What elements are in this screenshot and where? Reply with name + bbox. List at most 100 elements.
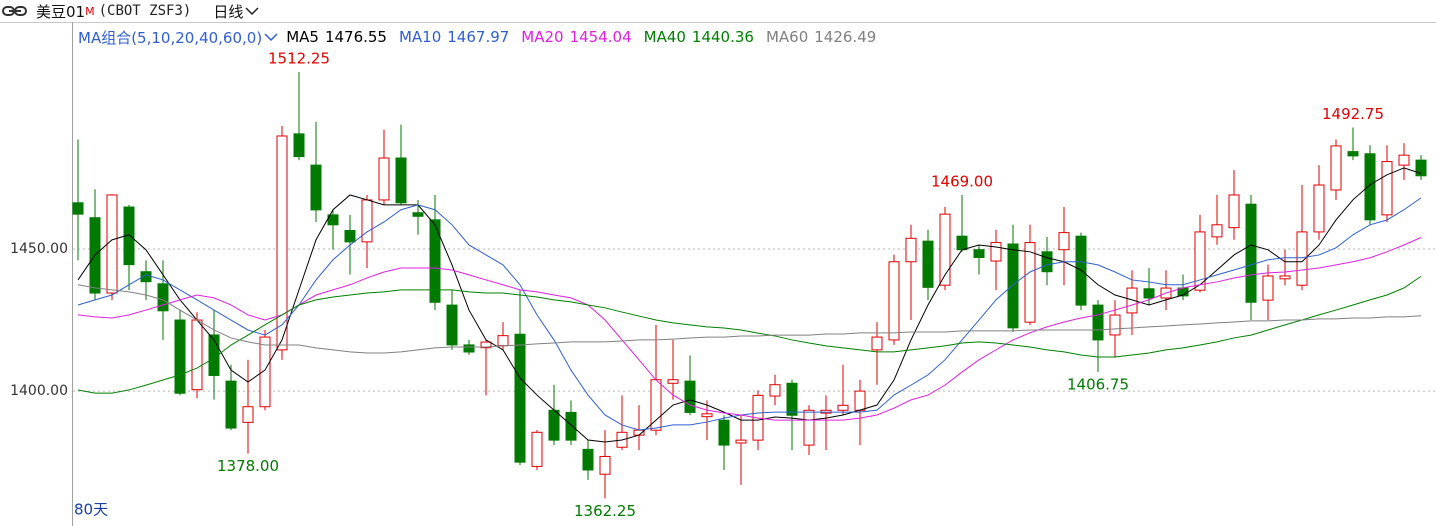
candle-body [1313,184,1325,233]
legend-name: MA10 [398,28,442,46]
legend-value: 1467.97 [447,28,510,46]
candle-body [412,212,424,217]
legend-entry: MA5 1476.55 [286,28,387,46]
candle-body [1245,203,1257,303]
candle-body [956,235,968,251]
candle-body [939,213,951,286]
candle-body [378,157,390,201]
candle-body [1296,231,1308,286]
candle-body [174,319,186,394]
candle-body [888,261,900,341]
ma-line [77,237,1422,421]
candle-body [1211,224,1223,238]
candle-body [429,219,441,303]
candle-body [905,237,917,263]
low-label: 1362.25 [574,502,636,520]
candle-body [718,419,730,446]
candle-body [548,409,560,441]
candle-body [1126,287,1138,314]
candle-body [344,229,356,243]
candle-body [1279,275,1291,280]
candle-body [667,379,679,384]
candle-body [786,382,798,416]
candle-body [565,411,577,441]
candle-body [1041,251,1053,273]
candle-body [1194,231,1206,291]
candle-body [1330,145,1342,191]
candle-body [1347,151,1359,157]
ma-line [77,275,1422,394]
legend-name: MA20 [521,28,564,46]
candle-body [463,344,475,353]
candle-body [684,380,696,413]
candle-body [922,240,934,288]
candle-body [1381,161,1393,216]
candle-body [1007,243,1019,329]
link-icon[interactable] [2,3,28,19]
legend-name: MA40 [643,28,686,46]
ma-line [77,284,1422,354]
candle-body [72,202,84,215]
candle-body [1109,314,1121,336]
candle-body [514,333,526,463]
candle-body [1228,194,1240,229]
ma-group-label[interactable]: MA组合(5,10,20,40,60,0) [78,28,263,47]
low-label: 1378.00 [217,457,279,475]
legend-entry: MA10 1467.97 [399,28,509,46]
candle-body [1143,288,1155,299]
legend-value: 1476.55 [324,28,387,46]
candle-body [446,304,458,346]
range-label: 80天 [74,501,108,519]
candle-body [1364,153,1376,221]
high-label: 1492.75 [1322,105,1384,123]
candle-body [191,319,203,391]
high-label: 1512.25 [268,50,330,68]
candle-body [208,334,220,376]
candle-body [735,439,747,444]
candle-body [854,390,866,411]
symbol-code: (CBOT ZSF3) [98,3,192,19]
candle-body [1024,242,1036,323]
candle-body [259,336,271,408]
candle-body [480,341,492,349]
candle-body [803,409,815,446]
candle-body [242,406,254,423]
legend-entry: MA60 1426.49 [766,28,876,46]
candle-body [973,249,985,258]
candle-body [395,157,407,204]
candle-body [582,448,594,471]
legend-name: MA5 [286,28,319,46]
candle-body [990,242,1002,262]
candle-body [293,133,305,158]
legend-name: MA60 [765,28,809,46]
legend-value: 1454.04 [569,28,632,46]
candle-body [599,455,611,475]
y-tick-label: 1400.00 [10,383,68,399]
ma-legend: MA组合(5,10,20,40,60,0) MA5 1476.55 MA10 1467… [78,26,876,48]
period-dropdown[interactable] [245,6,259,16]
candle-body [225,380,237,429]
symbol-flag: M [85,4,95,18]
candle-body [1398,154,1410,166]
candle-body [310,164,322,211]
y-tick-label: 1450.00 [10,241,68,257]
candle-body [497,335,509,347]
low-label: 1406.75 [1067,375,1129,393]
candle-body [327,214,339,226]
candle-body [769,384,781,397]
candle-body [157,283,169,312]
candle-body [531,431,543,467]
candle-body [361,199,373,243]
ma-line [77,167,1422,443]
candle-body [1058,232,1070,251]
candle-body [837,404,849,411]
period[interactable]: 日线 [213,2,244,21]
ma-line [77,197,1422,431]
ma-dropdown[interactable] [264,32,278,42]
candle-body [1262,275,1274,301]
legend-entry: MA20 1454.04 [521,28,631,46]
candle-body [871,336,883,351]
header: 美豆01 M (CBOT ZSF3) 日线 [0,0,259,22]
